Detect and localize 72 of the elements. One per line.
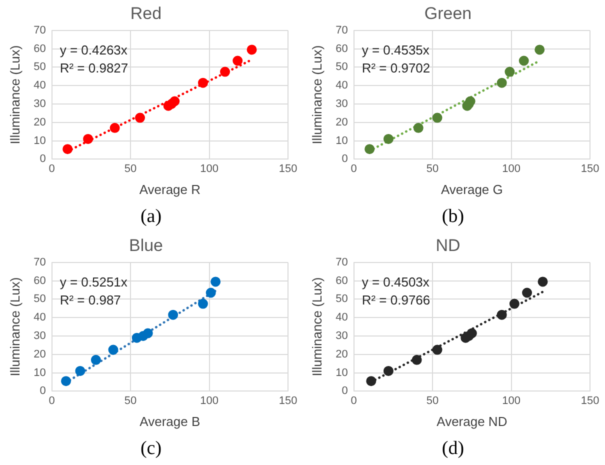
x-tick-label: 100 bbox=[502, 394, 520, 407]
y-tick-label: 20 bbox=[34, 348, 46, 360]
y-tick-label: 70 bbox=[336, 24, 348, 36]
y-tick-label: 10 bbox=[336, 366, 348, 379]
y-tick-label: 40 bbox=[336, 312, 348, 324]
y-tick-label: 30 bbox=[336, 98, 348, 110]
y-tick-label: 20 bbox=[336, 348, 348, 360]
x-tick-label: 50 bbox=[426, 162, 439, 175]
y-tick-label: 0 bbox=[40, 153, 46, 166]
annotation: R² = 0.9827 bbox=[60, 60, 128, 76]
y-tick-label: 60 bbox=[34, 274, 46, 287]
annotation: y = 0.4535x bbox=[362, 42, 430, 58]
y-tick-label: 50 bbox=[34, 293, 46, 306]
y-tick-label: 40 bbox=[336, 80, 348, 92]
y-tick-label: 0 bbox=[40, 385, 46, 398]
annotation: R² = 0.9702 bbox=[362, 60, 430, 76]
x-tick-label: 100 bbox=[200, 394, 218, 407]
y-tick-label: 40 bbox=[34, 80, 46, 92]
y-tick-label: 60 bbox=[336, 42, 348, 55]
annotation: R² = 0.987 bbox=[60, 292, 121, 308]
y-tick-label: 10 bbox=[34, 134, 46, 147]
y-tick-label: 30 bbox=[336, 330, 348, 342]
x-tick-label: 150 bbox=[278, 162, 298, 175]
x-tick-label: 0 bbox=[350, 394, 357, 407]
chart-title: Red bbox=[130, 4, 162, 23]
x-tick-label: 50 bbox=[124, 162, 137, 175]
x-axis-title: Average G bbox=[440, 182, 503, 197]
y-axis-title: Illuminance (Lux) bbox=[309, 45, 324, 144]
annotation: y = 0.4263x bbox=[60, 42, 128, 58]
y-tick-label: 70 bbox=[34, 256, 46, 268]
y-tick-label: 0 bbox=[342, 385, 348, 398]
y-tick-label: 50 bbox=[34, 61, 46, 74]
y-tick-label: 70 bbox=[34, 24, 46, 36]
y-tick-label: 70 bbox=[336, 256, 348, 268]
annotation: R² = 0.9766 bbox=[362, 292, 430, 308]
y-tick-label: 60 bbox=[34, 42, 46, 55]
x-tick-label: 0 bbox=[48, 162, 55, 175]
chart-title: Blue bbox=[128, 236, 164, 255]
x-tick-label: 0 bbox=[350, 162, 357, 175]
y-tick-label: 40 bbox=[34, 312, 46, 324]
text: (d) bbox=[440, 437, 466, 461]
y-tick-label: 20 bbox=[336, 116, 348, 128]
annotation: y = 0.4503x bbox=[362, 274, 430, 290]
text: (c) bbox=[139, 437, 163, 461]
text: (b) bbox=[440, 205, 466, 229]
chart-title: ND bbox=[436, 236, 460, 255]
x-tick-label: 100 bbox=[200, 162, 218, 175]
x-axis-title: Average B bbox=[140, 414, 200, 429]
y-tick-label: 30 bbox=[34, 330, 46, 342]
x-tick-label: 50 bbox=[124, 394, 137, 407]
y-axis-title: Illuminance (Lux) bbox=[7, 45, 22, 144]
y-tick-label: 20 bbox=[34, 116, 46, 128]
y-tick-label: 60 bbox=[336, 274, 348, 287]
text: (a) bbox=[139, 205, 163, 229]
y-axis-title: Illuminance (Lux) bbox=[309, 277, 324, 376]
x-axis-title: Average R bbox=[139, 182, 201, 197]
x-tick-label: 100 bbox=[502, 162, 520, 175]
x-axis-title: Average ND bbox=[436, 414, 508, 429]
x-tick-label: 150 bbox=[278, 394, 298, 407]
x-tick-label: 0 bbox=[48, 394, 55, 407]
y-axis-title: Illuminance (Lux) bbox=[7, 277, 22, 376]
chart-title: Green bbox=[424, 4, 472, 23]
y-tick-label: 10 bbox=[336, 134, 348, 147]
y-tick-label: 0 bbox=[342, 153, 348, 166]
x-tick-label: 150 bbox=[580, 394, 600, 407]
y-tick-label: 10 bbox=[34, 366, 46, 379]
y-tick-label: 50 bbox=[336, 293, 348, 306]
y-tick-label: 50 bbox=[336, 61, 348, 74]
y-tick-label: 30 bbox=[34, 98, 46, 110]
annotation: y = 0.5251x bbox=[60, 274, 128, 290]
x-tick-label: 150 bbox=[580, 162, 600, 175]
x-tick-label: 50 bbox=[426, 394, 439, 407]
